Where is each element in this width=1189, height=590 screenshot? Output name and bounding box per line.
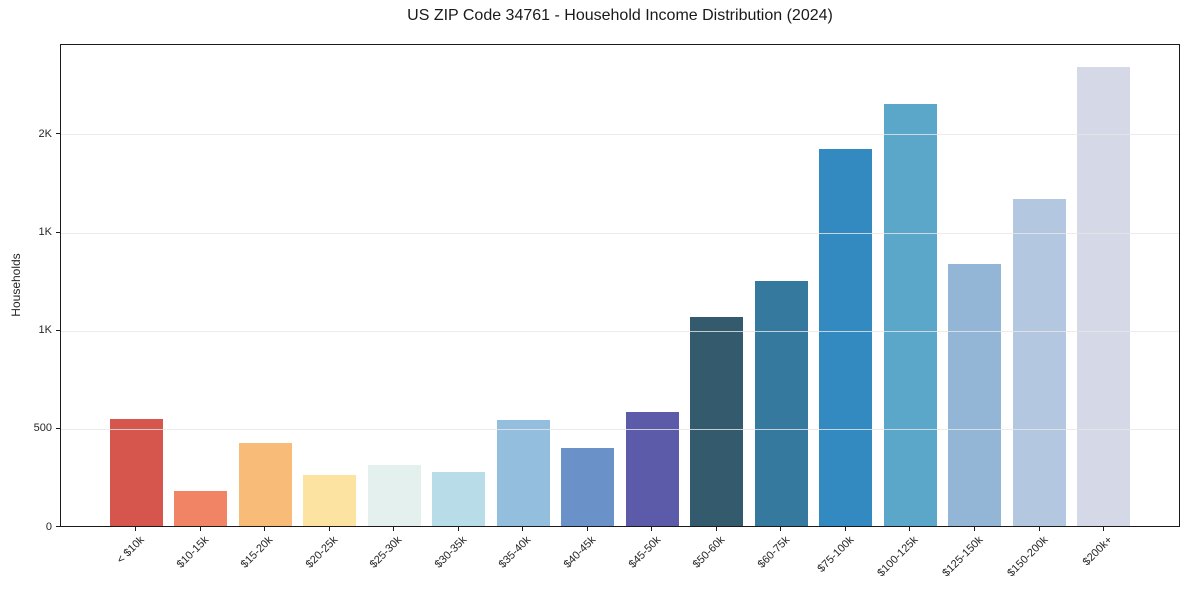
x-tick-label: $60-75k	[755, 534, 792, 571]
x-tick-label: $25-30k	[367, 534, 405, 571]
x-tick-mark	[844, 527, 846, 531]
x-tick-label: $50-60k	[690, 534, 728, 571]
x-tick-label: $10-15k	[174, 534, 211, 571]
bar-$40-45k	[561, 447, 615, 526]
x-tick-mark	[909, 527, 911, 531]
y-tick-mark	[56, 526, 60, 527]
bar-$20-25k	[303, 475, 357, 526]
chart-title: US ZIP Code 34761 - Household Income Dis…	[407, 7, 833, 24]
bar-$150-200k	[1012, 199, 1066, 526]
x-tick-mark	[393, 527, 395, 531]
gridline	[61, 428, 1179, 430]
x-tick-mark	[457, 527, 459, 531]
x-tick-label: $45-50k	[626, 534, 663, 571]
bar-$200k+	[1077, 66, 1131, 526]
bar-$25-30k	[367, 465, 421, 526]
x-tick-mark	[586, 527, 588, 531]
x-tick-label: $125-150k	[940, 534, 986, 580]
x-tick-mark	[651, 527, 653, 531]
y-tick-label: 500	[33, 422, 52, 435]
bar-$50-60k	[690, 316, 744, 526]
x-tick-label: $75-100k	[815, 534, 857, 575]
bar-$30-35k	[432, 472, 486, 526]
bar-$10-15k	[174, 490, 228, 526]
y-tick-mark	[56, 133, 60, 135]
gridline	[61, 232, 1179, 234]
bar-$15-20k	[238, 442, 292, 526]
x-tick-label: < $10k	[114, 534, 147, 567]
y-tick-mark	[56, 329, 60, 331]
y-tick-mark	[56, 427, 60, 429]
x-tick-mark	[264, 527, 266, 531]
x-tick-mark	[1103, 527, 1104, 531]
bar-$35-40k	[496, 420, 550, 526]
bar-$75-100k	[819, 149, 873, 526]
gridline	[61, 134, 1179, 136]
bar-$60-75k	[754, 280, 808, 526]
y-axis-label: Households	[9, 253, 23, 317]
y-tick-label: 0	[45, 520, 52, 533]
plot-area	[60, 44, 1180, 527]
x-tick-mark	[328, 527, 330, 531]
y-tick-label: 1K	[38, 324, 52, 337]
x-tick-label: $200k+	[1080, 534, 1115, 569]
y-tick-label: 1K	[38, 226, 52, 238]
bar-$125-150k	[948, 263, 1002, 526]
x-tick-mark	[715, 527, 717, 531]
bar-< $10k	[109, 419, 163, 526]
x-tick-mark	[199, 527, 201, 531]
gridline	[61, 330, 1179, 332]
y-tick-label: 2K	[38, 127, 52, 140]
x-tick-label: $40-45k	[561, 534, 599, 571]
x-tick-mark	[135, 527, 136, 531]
x-tick-label: $150-200k	[1004, 534, 1050, 580]
x-tick-label: $15-20k	[238, 534, 276, 571]
x-tick-label: $20-25k	[303, 534, 341, 571]
x-tick-label: $35-40k	[497, 534, 534, 571]
x-tick-mark	[973, 527, 975, 531]
bar-$45-50k	[625, 412, 679, 526]
bar-$100-125k	[883, 103, 937, 526]
x-tick-mark	[780, 527, 782, 531]
x-tick-mark	[522, 527, 524, 531]
y-tick-mark	[56, 231, 60, 233]
x-tick-mark	[1038, 527, 1040, 531]
x-tick-label: $100-125k	[875, 534, 921, 580]
x-tick-label: $30-35k	[432, 534, 470, 571]
